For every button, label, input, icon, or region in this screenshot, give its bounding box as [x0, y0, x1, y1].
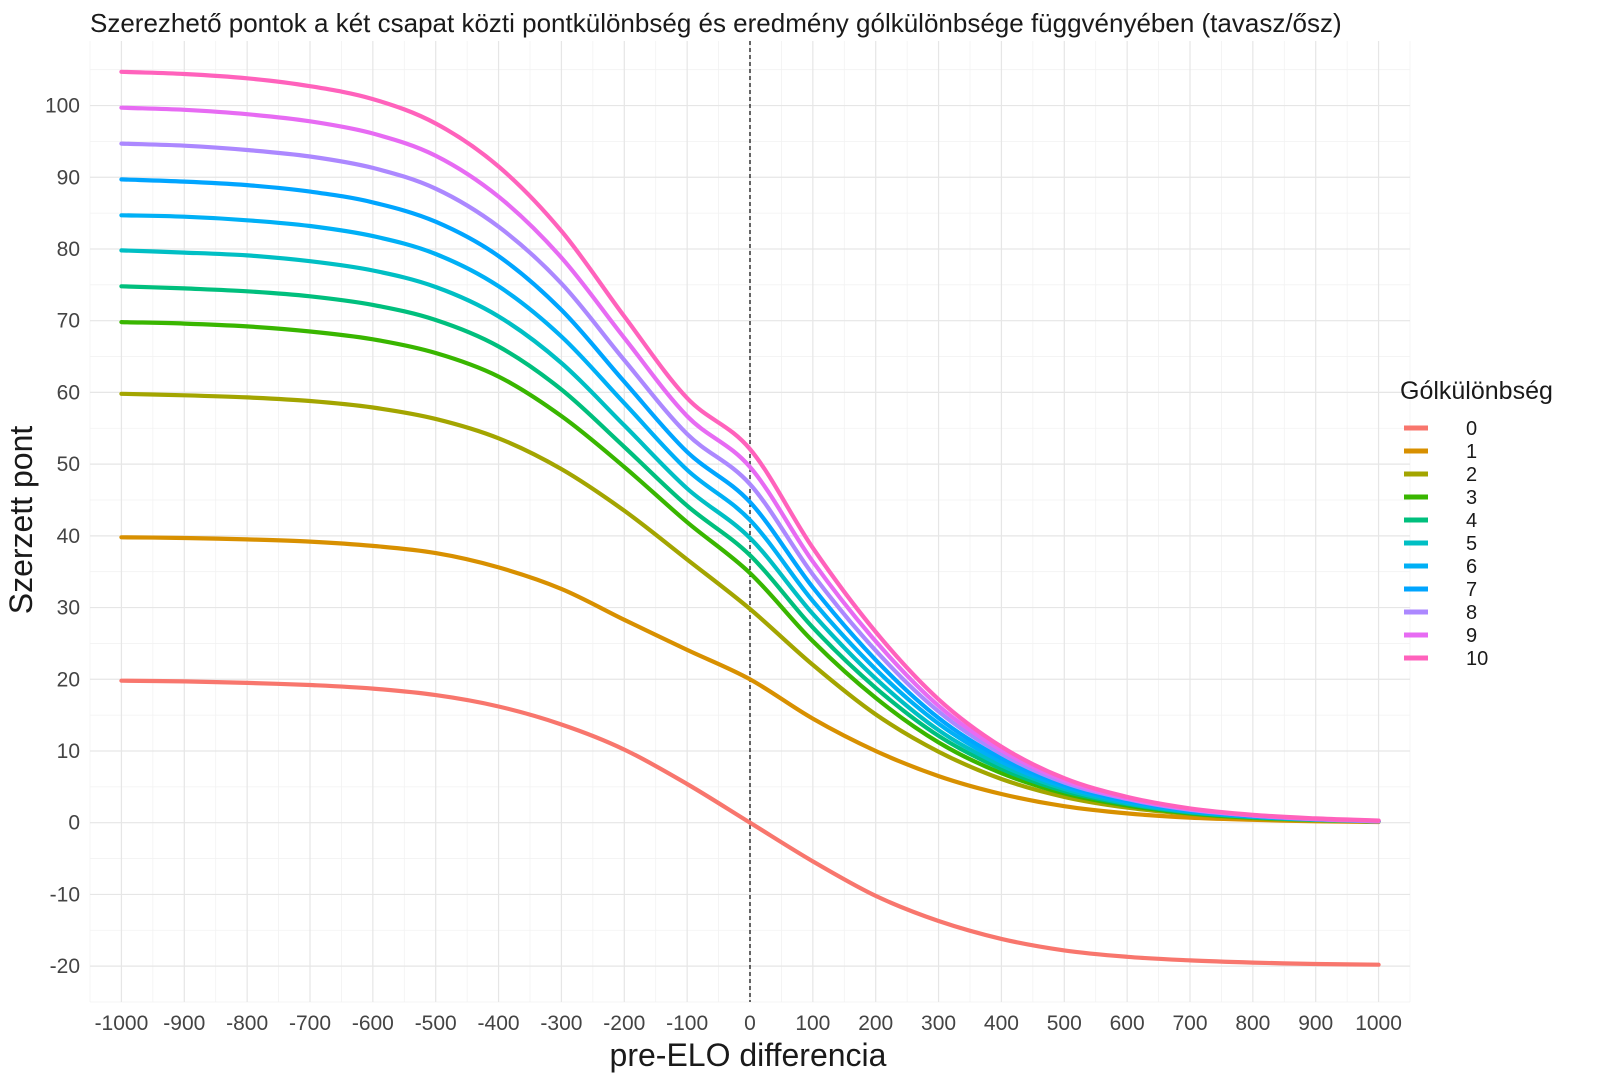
chart-title: Szerezhető pontok a két csapat közti pon…: [90, 8, 1342, 38]
legend-label-4: 4: [1466, 510, 1477, 532]
legend-label-7: 7: [1466, 579, 1477, 601]
y-tick-label: 10: [57, 740, 80, 763]
x-tick-label: 700: [1172, 1012, 1207, 1035]
legend-label-9: 9: [1466, 625, 1477, 647]
y-tick-label: -20: [50, 955, 80, 978]
legend-title: Gólkülönbség: [1400, 377, 1553, 405]
x-tick-label: 100: [795, 1012, 830, 1035]
x-tick-label: 1000: [1355, 1012, 1402, 1035]
x-tick-label: 300: [921, 1012, 956, 1035]
y-tick-label: 90: [57, 166, 80, 189]
y-tick-label: 20: [57, 668, 80, 691]
x-tick-label: -100: [666, 1012, 708, 1035]
x-tick-label: -300: [540, 1012, 582, 1035]
x-tick-label: 600: [1110, 1012, 1145, 1035]
series-lines: [119, 69, 1381, 967]
legend-label-10: 10: [1466, 648, 1488, 670]
x-axis-ticks: -1000 -900 -800 -700 -600 -500 -400 -300 -200 -10…: [95, 1012, 1402, 1035]
series-line-0: [119, 678, 1381, 967]
series-line-1: [119, 535, 1381, 825]
x-tick-label: -800: [226, 1012, 268, 1035]
y-tick-label: 80: [57, 238, 80, 261]
y-tick-label: 40: [57, 525, 80, 548]
x-tick-label: 200: [858, 1012, 893, 1035]
x-tick-label: -500: [415, 1012, 457, 1035]
y-tick-label: -10: [50, 883, 80, 906]
legend-label-6: 6: [1466, 556, 1477, 578]
x-axis-title: pre-ELO differencia: [610, 1037, 887, 1073]
y-tick-label: 50: [57, 453, 80, 476]
x-tick-label: -200: [603, 1012, 645, 1035]
x-tick-label: 800: [1235, 1012, 1270, 1035]
x-tick-label: -700: [289, 1012, 331, 1035]
y-tick-label: 70: [57, 310, 80, 333]
legend-label-1: 1: [1466, 441, 1477, 463]
x-tick-label: 0: [744, 1012, 756, 1035]
legend-label-5: 5: [1466, 533, 1477, 555]
x-tick-label: 500: [1047, 1012, 1082, 1035]
x-tick-label: 900: [1298, 1012, 1333, 1035]
y-tick-label: 60: [57, 381, 80, 404]
x-tick-label: -900: [163, 1012, 205, 1035]
y-axis-title: Szerzett pont: [3, 426, 39, 615]
x-tick-label: 400: [984, 1012, 1019, 1035]
legend-label-3: 3: [1466, 487, 1477, 509]
series-line-10: [119, 69, 1381, 823]
legend-label-8: 8: [1466, 602, 1477, 624]
y-tick-label: 30: [57, 597, 80, 620]
legend-label-0: 0: [1466, 418, 1477, 440]
y-tick-label: 100: [45, 95, 80, 118]
y-tick-label: 0: [68, 812, 80, 835]
x-tick-label: -400: [478, 1012, 520, 1035]
x-tick-label: -600: [352, 1012, 394, 1035]
legend-label-2: 2: [1466, 464, 1477, 486]
y-axis-ticks: -20 -10 0 10 20 30 40 50 60 70 80 90 100: [45, 95, 80, 979]
x-tick-label: -1000: [95, 1012, 149, 1035]
